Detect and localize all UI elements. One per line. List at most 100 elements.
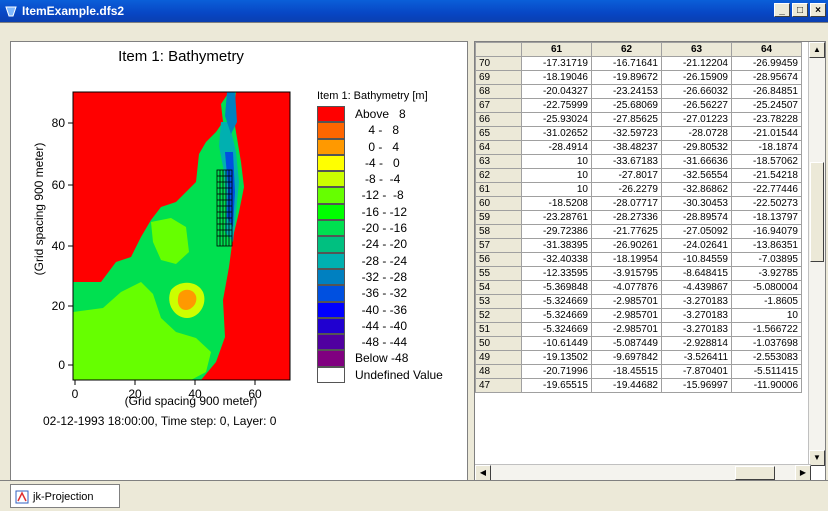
grid-cell[interactable]: -17.31719	[521, 56, 592, 71]
row-header[interactable]: 62	[475, 168, 522, 183]
grid-cell[interactable]: -32.40338	[521, 252, 592, 267]
grid-cell[interactable]: -29.80532	[661, 140, 732, 155]
row-header[interactable]: 60	[475, 196, 522, 211]
table-row[interactable]: 56 -32.40338 -18.19954 -10.84559 -7.03895	[475, 252, 802, 267]
grid-cell[interactable]: -3.270183	[661, 308, 732, 323]
grid-cell[interactable]: -21.12204	[661, 56, 732, 71]
grid-cell[interactable]: -16.94079	[731, 224, 802, 239]
grid-cell[interactable]: -3.526411	[661, 350, 732, 365]
grid-cell[interactable]: -3.270183	[661, 294, 732, 309]
grid-cell[interactable]: -23.78228	[731, 112, 802, 127]
grid-cell[interactable]: -15.96997	[661, 378, 732, 393]
grid-cell[interactable]: -2.553083	[731, 350, 802, 365]
grid-cell[interactable]: -2.985701	[591, 308, 662, 323]
row-header[interactable]: 64	[475, 140, 522, 155]
row-header[interactable]: 47	[475, 378, 522, 393]
table-row[interactable]: 59 -23.28761 -28.27336 -28.89574 -18.13797	[475, 210, 802, 225]
grid-cell[interactable]: -18.19954	[591, 252, 662, 267]
grid-cell[interactable]: -5.369848	[521, 280, 592, 295]
vertical-scrollbar[interactable]: ▲ ▼	[808, 42, 825, 466]
grid-cell[interactable]: -12.33595	[521, 266, 592, 281]
grid-cell[interactable]: -26.56227	[661, 98, 732, 113]
grid-cell[interactable]: -26.66032	[661, 84, 732, 99]
grid-cell[interactable]: -31.66636	[661, 154, 732, 169]
table-row[interactable]: 60 -18.5208 -28.07717 -30.30453 -22.50273	[475, 196, 802, 211]
grid-cell[interactable]: -18.19046	[521, 70, 592, 85]
table-row[interactable]: 54 -5.369848 -4.077876 -4.439867 -5.080004	[475, 280, 802, 295]
grid-cell[interactable]: -32.56554	[661, 168, 732, 183]
grid-cell[interactable]: -2.985701	[591, 322, 662, 337]
grid-cell[interactable]: -25.68069	[591, 98, 662, 113]
table-row[interactable]: 66 -25.93024 -27.85625 -27.01223 -23.78228	[475, 112, 802, 127]
scroll-down-button[interactable]: ▼	[809, 450, 825, 466]
grid-cell[interactable]: -10.61449	[521, 336, 592, 351]
table-row[interactable]: 49 -19.13502 -9.697842 -3.526411 -2.553083	[475, 350, 802, 365]
row-header[interactable]: 70	[475, 56, 522, 71]
grid-cell[interactable]: -19.13502	[521, 350, 592, 365]
scroll-left-button[interactable]: ◀	[475, 465, 491, 481]
bathymetry-map[interactable]: 0 20 40 60 80 0 20 40 60	[11, 42, 311, 412]
grid-cell[interactable]: -7.870401	[661, 364, 732, 379]
grid-cell[interactable]: -20.04327	[521, 84, 592, 99]
minimize-button[interactable]: _	[774, 3, 790, 17]
column-header-62[interactable]: 62	[591, 42, 662, 57]
row-header[interactable]: 49	[475, 350, 522, 365]
grid-cell[interactable]: -18.57062	[731, 154, 802, 169]
row-header[interactable]: 52	[475, 308, 522, 323]
grid-cell[interactable]: -20.71996	[521, 364, 592, 379]
table-row[interactable]: 48 -20.71996 -18.45515 -7.870401 -5.511415	[475, 364, 802, 379]
grid-cell[interactable]: -18.5208	[521, 196, 592, 211]
table-row[interactable]: 50 -10.61449 -5.087449 -2.928814 -1.037698	[475, 336, 802, 351]
grid-cell[interactable]: 10	[521, 168, 592, 183]
grid-cell[interactable]: -28.0728	[661, 126, 732, 141]
grid-cell[interactable]: -29.72386	[521, 224, 592, 239]
row-header[interactable]: 59	[475, 210, 522, 225]
grid-cell[interactable]: -1.037698	[731, 336, 802, 351]
grid-cell[interactable]: -30.30453	[661, 196, 732, 211]
grid-cell[interactable]: -5.511415	[731, 364, 802, 379]
grid-cell[interactable]: -32.59723	[591, 126, 662, 141]
grid-cell[interactable]: -21.01544	[731, 126, 802, 141]
row-header[interactable]: 68	[475, 84, 522, 99]
table-row[interactable]: 58 -29.72386 -21.77625 -27.05092 -16.94079	[475, 224, 802, 239]
table-row[interactable]: 51 -5.324669 -2.985701 -3.270183 -1.566722	[475, 322, 802, 337]
grid-cell[interactable]: -27.05092	[661, 224, 732, 239]
grid-cell[interactable]: -19.89672	[591, 70, 662, 85]
table-row[interactable]: 55 -12.33595 -3.915795 -8.648415 -3.92785	[475, 266, 802, 281]
grid-cell[interactable]: -25.24507	[731, 98, 802, 113]
tab-jk-projection[interactable]: jk-Projection	[10, 484, 120, 508]
row-header[interactable]: 54	[475, 280, 522, 295]
column-header-64[interactable]: 64	[731, 42, 802, 57]
row-header[interactable]: 53	[475, 294, 522, 309]
row-header[interactable]: 69	[475, 70, 522, 85]
hscroll-thumb[interactable]	[735, 466, 775, 480]
grid-cell[interactable]: -28.07717	[591, 196, 662, 211]
grid-cell[interactable]: -26.2279	[591, 182, 662, 197]
row-header[interactable]: 48	[475, 364, 522, 379]
row-header[interactable]: 55	[475, 266, 522, 281]
table-row[interactable]: 70 -17.31719 -16.71641 -21.12204 -26.99459	[475, 56, 802, 71]
grid-cell[interactable]: -26.90261	[591, 238, 662, 253]
column-header-61[interactable]: 61	[521, 42, 592, 57]
maximize-button[interactable]: □	[792, 3, 808, 17]
grid-cell[interactable]: -2.928814	[661, 336, 732, 351]
grid-cell[interactable]: -28.4914	[521, 140, 592, 155]
grid-cell[interactable]: -2.985701	[591, 294, 662, 309]
grid-cell[interactable]: -32.86862	[661, 182, 732, 197]
data-grid[interactable]: 61 62 63 64 70 -17.31719 -16.71641 -21.1220…	[475, 42, 802, 393]
grid-cell[interactable]: -4.077876	[591, 280, 662, 295]
table-row[interactable]: 53 -5.324669 -2.985701 -3.270183 -1.8605	[475, 294, 802, 309]
grid-cell[interactable]: -3.92785	[731, 266, 802, 281]
close-button[interactable]: ×	[810, 3, 826, 17]
grid-cell[interactable]: -27.8017	[591, 168, 662, 183]
table-row[interactable]: 63 10 -33.67183 -31.66636 -18.57062	[475, 154, 802, 169]
grid-cell[interactable]: -31.02652	[521, 126, 592, 141]
grid-cell[interactable]: -10.84559	[661, 252, 732, 267]
grid-cell[interactable]: -13.86351	[731, 238, 802, 253]
grid-cell[interactable]: -21.54218	[731, 168, 802, 183]
grid-cell[interactable]: -26.15909	[661, 70, 732, 85]
row-header[interactable]: 63	[475, 154, 522, 169]
table-row[interactable]: 47 -19.65515 -19.44682 -15.96997 -11.90006	[475, 378, 802, 393]
grid-cell[interactable]: -5.080004	[731, 280, 802, 295]
grid-cell[interactable]: -3.915795	[591, 266, 662, 281]
